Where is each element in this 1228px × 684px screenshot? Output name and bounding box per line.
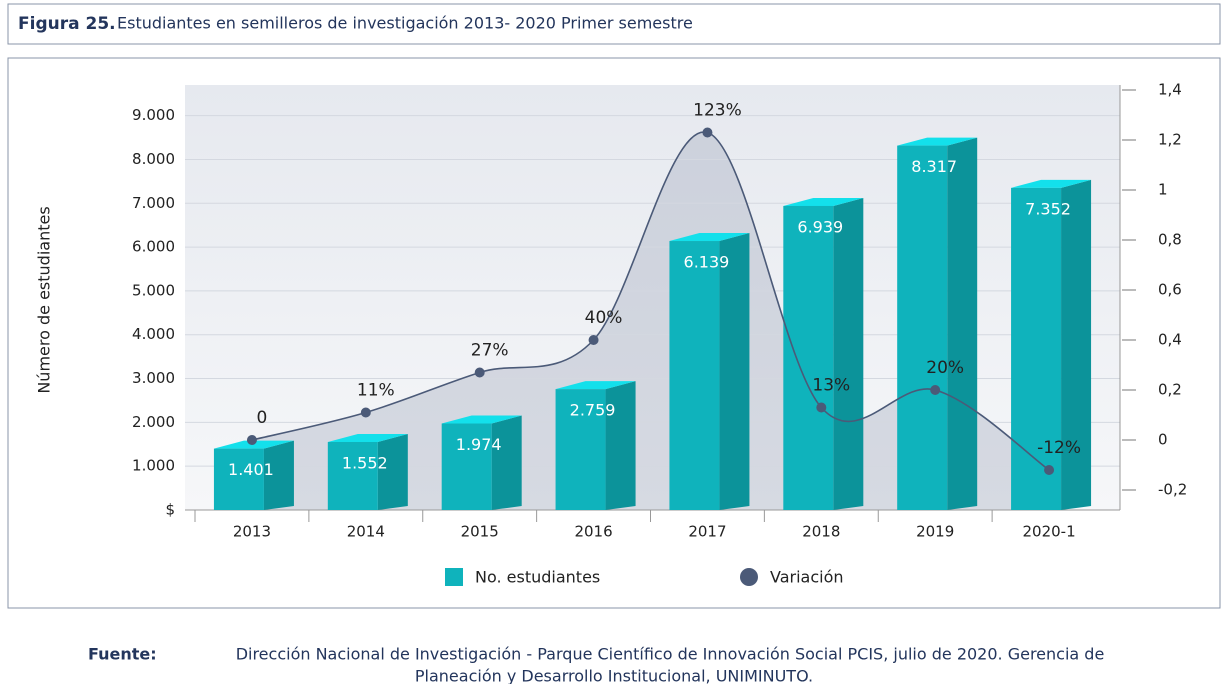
bar-top: [555, 381, 636, 390]
y-tick-label: 4.000: [132, 325, 175, 343]
x-tick-label: 2016: [574, 523, 612, 541]
bar-side: [263, 440, 294, 510]
y2-tick-label: 0,2: [1158, 381, 1182, 399]
bar-side: [947, 137, 978, 510]
bar-value-label: 7.352: [1025, 199, 1071, 218]
bar-top: [327, 434, 408, 442]
x-tick-label: 2013: [233, 523, 271, 541]
y-tick-label: 3.000: [132, 369, 175, 387]
source-label: Fuente:: [88, 645, 157, 664]
bar-top: [441, 415, 522, 424]
bar: [1011, 187, 1062, 510]
bar-value-label: 1.401: [228, 460, 274, 479]
variation-point: [474, 367, 485, 378]
y-tick-label: 8.000: [132, 150, 175, 168]
bar-side: [491, 415, 522, 510]
x-tick-label: 2019: [916, 523, 954, 541]
y2-tick-label: 1,2: [1158, 131, 1182, 149]
bar-top: [897, 137, 978, 146]
header-box: [7, 3, 1221, 45]
source-line: Planeación y Desarrollo Institucional, U…: [415, 667, 813, 684]
bar-value-label: 1.552: [342, 454, 388, 473]
variation-label: 11%: [357, 381, 395, 401]
bar-value-label: 2.759: [570, 401, 616, 420]
source-line: Dirección Nacional de Investigación - Pa…: [236, 645, 1105, 664]
x-tick-label: 2018: [802, 523, 840, 541]
y-tick-label: 2.000: [132, 413, 175, 431]
bar: [555, 389, 606, 510]
variation-label: -12%: [1037, 438, 1081, 458]
chart-title: Estudiantes en semilleros de investigaci…: [117, 14, 693, 33]
y2-tick-label: 0,4: [1158, 331, 1182, 349]
bar-value-label: 6.939: [797, 217, 843, 236]
y2-tick-label: -0,2: [1158, 481, 1187, 499]
y2-tick-label: 0,8: [1158, 231, 1182, 249]
variation-label: 20%: [926, 358, 964, 378]
bar: [213, 448, 264, 510]
legend-swatch: [445, 568, 463, 586]
variation-label: 27%: [471, 341, 509, 361]
y-tick-label: 1.000: [132, 457, 175, 475]
bar: [441, 423, 492, 510]
bar-value-label: 6.139: [684, 253, 730, 272]
bar-top: [669, 233, 750, 242]
bar-side: [377, 434, 408, 510]
x-tick-label: 2017: [688, 523, 726, 541]
bar-top: [1011, 179, 1092, 188]
y2-tick-label: 1,4: [1158, 81, 1182, 99]
y2-tick-label: 1: [1158, 181, 1168, 199]
bar: [327, 442, 378, 510]
legend-swatch: [740, 568, 758, 586]
y-tick-label: 6.000: [132, 238, 175, 256]
bar-top: [213, 440, 294, 449]
bar-side: [605, 381, 636, 510]
bar-value-label: 1.974: [456, 435, 502, 454]
x-tick-label: 2020-1: [1022, 523, 1075, 541]
bar: [897, 145, 948, 510]
variation-area: [251, 131, 1050, 510]
bar: [669, 241, 720, 510]
variation-label: 123%: [693, 101, 742, 121]
variation-point: [930, 385, 941, 395]
y-tick-label: $: [165, 501, 175, 519]
variation-point: [1044, 465, 1055, 475]
variation-point: [360, 407, 371, 418]
bar-top: [783, 197, 864, 206]
variation-label: 40%: [585, 308, 623, 328]
bar-side: [719, 233, 750, 510]
y2-tick-label: 0: [1158, 431, 1168, 449]
y-tick-label: 5.000: [132, 281, 175, 299]
figure-label: Figura 25.: [18, 14, 116, 34]
bar-side: [833, 197, 864, 510]
variation-point: [246, 435, 257, 445]
y-axis-title: Número de estudiantes: [35, 206, 54, 393]
legend-label: No. estudiantes: [475, 568, 600, 587]
bar: [783, 205, 834, 510]
variation-label: 0: [257, 408, 268, 428]
legend-label: Variación: [770, 568, 844, 587]
y-tick-label: 9.000: [132, 106, 175, 124]
x-tick-label: 2015: [461, 523, 499, 541]
variation-point: [816, 402, 827, 413]
variation-line: [251, 131, 1050, 471]
y2-tick-label: 0,6: [1158, 281, 1182, 299]
bar-value-label: 8.317: [911, 157, 957, 176]
variation-point: [588, 335, 599, 345]
variation-label: 13%: [812, 376, 850, 396]
variation-point: [702, 127, 713, 138]
x-tick-label: 2014: [347, 523, 385, 541]
y-tick-label: 7.000: [132, 194, 175, 212]
bar-side: [1061, 179, 1092, 510]
